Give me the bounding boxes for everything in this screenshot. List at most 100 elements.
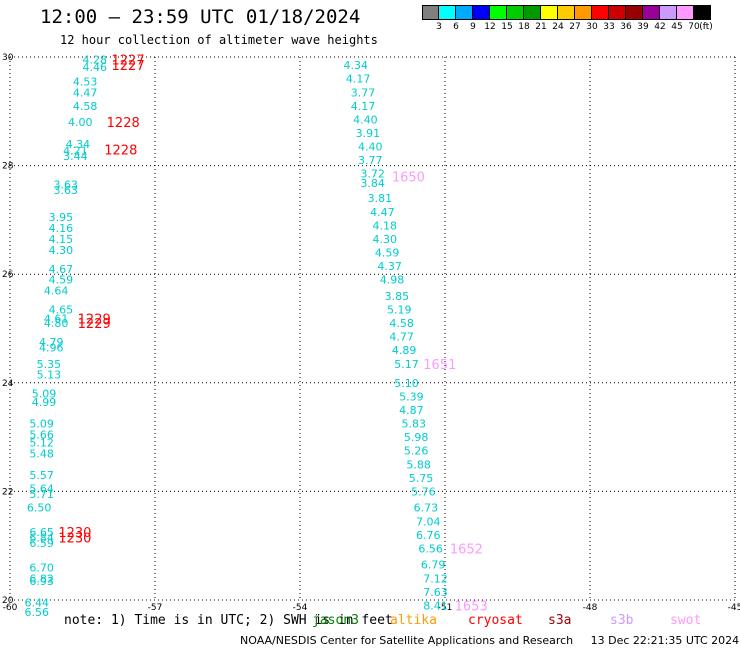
color-scale-label: (ft) [699, 22, 713, 32]
pass-time-label: 1229 [78, 317, 111, 332]
wave-height-value: 6.56 [25, 606, 50, 619]
x-tick-label: -51 [438, 603, 453, 613]
wave-height-value: 6.65 [29, 526, 54, 539]
chart-subtitle: 12 hour collection of altimeter wave hei… [60, 33, 378, 47]
wave-height-value: 3.91 [356, 127, 381, 140]
footer-note: note: 1) Time is in UTC; 2) SWH is in fe… [64, 613, 393, 628]
satellite-legend-item: s3b [610, 613, 634, 628]
wave-height-value: 6.82 [29, 572, 54, 585]
wave-height-value: 3.95 [49, 211, 74, 224]
wave-height-value: 5.09 [32, 388, 57, 401]
color-scale-label: 24 [552, 22, 564, 32]
wave-height-value: 5.76 [411, 485, 436, 498]
wave-height-value: 8.41 [423, 599, 448, 612]
wave-height-value: 7.04 [416, 515, 441, 528]
wave-height-value: 4.16 [49, 222, 74, 235]
generated-timestamp: 13 Dec 22:21:35 UTC 2024 [590, 634, 740, 647]
color-swatch [524, 5, 541, 20]
wave-height-value: 4.67 [49, 263, 74, 276]
wave-height-value: 4.21 [63, 144, 88, 157]
color-scale-label: 33 [603, 22, 615, 32]
y-tick-label: 26 [2, 270, 14, 280]
wave-height-value: 3.72 [360, 168, 385, 181]
color-swatch [422, 5, 439, 20]
wave-height-value: 4.65 [49, 303, 74, 316]
wave-height-value: 5.26 [404, 445, 429, 458]
wave-height-value: 5.75 [409, 472, 434, 485]
color-swatch [660, 5, 677, 20]
satellite-legend-item: jason3 [312, 613, 359, 628]
wave-height-value: 4.34 [344, 59, 369, 72]
wave-height-value: 4.30 [373, 233, 398, 246]
color-scale-label: 9 [470, 22, 476, 32]
color-swatch [439, 5, 456, 20]
color-swatch [609, 5, 626, 20]
color-swatch [575, 5, 592, 20]
color-swatch [626, 5, 643, 20]
x-tick-label: -45 [728, 603, 740, 613]
wave-height-value: 4.64 [44, 284, 68, 297]
pass-time-label: 1653 [455, 599, 488, 614]
wave-height-value: 5.88 [406, 458, 431, 471]
wave-height-value: 4.17 [346, 73, 371, 86]
wave-height-value: 5.66 [29, 428, 54, 441]
color-scale-label: 36 [620, 22, 632, 32]
pass-time-label: 1227 [112, 54, 145, 69]
wave-height-value: 5.98 [404, 431, 429, 444]
pass-time-label: 1650 [392, 170, 425, 185]
wave-height-value: 4.98 [380, 274, 405, 287]
wave-height-value: 5.57 [29, 469, 54, 482]
wave-height-value: 5.09 [29, 418, 54, 431]
wave-height-value: 4.40 [353, 113, 378, 126]
wave-height-value: 6.56 [418, 542, 443, 555]
wave-height-value: 4.99 [32, 396, 57, 409]
wave-height-value: 4.79 [39, 336, 64, 349]
wave-height-value: 4.96 [39, 342, 64, 355]
wave-height-value: 4.18 [373, 219, 398, 232]
wave-height-value: 4.40 [358, 141, 383, 154]
color-swatch [643, 5, 660, 20]
x-tick-label: -48 [583, 603, 598, 613]
y-tick-label: 22 [2, 487, 13, 497]
credit-line: NOAA/NESDIS Center for Satellite Applica… [240, 634, 740, 647]
x-tick-label: -54 [293, 603, 308, 613]
color-scale-label: 18 [518, 22, 530, 32]
wave-height-value: 6.50 [27, 502, 51, 515]
wave-height-value: 3.63 [54, 179, 79, 192]
pass-time-label: 1230 [58, 526, 91, 541]
wave-height-value: 4.30 [49, 244, 74, 257]
wave-height-value: 5.17 [394, 358, 419, 371]
color-scale-label: 12 [484, 22, 496, 32]
wave-height-value: 4.87 [399, 404, 424, 417]
wave-height-value: 4.80 [44, 317, 68, 330]
wave-height-value: 4.59 [375, 246, 400, 259]
wave-height-value: 6.59 [29, 537, 54, 550]
wave-height-value: 5.83 [402, 418, 427, 431]
wave-height-value: 5.13 [37, 369, 62, 382]
wave-height-value: 5.35 [37, 358, 62, 371]
color-scale-label: 27 [569, 22, 581, 32]
pass-time-label: 1229 [78, 313, 111, 328]
wave-height-value: 3.44 [63, 150, 88, 163]
color-swatch [592, 5, 609, 20]
color-swatch [507, 5, 524, 20]
satellite-legend-item: s3a [548, 613, 572, 628]
wave-height-value: 5.10 [394, 377, 419, 390]
color-scale-label: 70 [688, 22, 700, 32]
wave-height-value: 3.77 [351, 86, 376, 99]
x-tick-label: -60 [3, 603, 18, 613]
pass-time-label: 1228 [107, 116, 140, 131]
color-swatch [677, 5, 694, 20]
y-tick-label: 28 [2, 162, 14, 172]
color-swatch [694, 5, 711, 20]
wave-height-value: 4.17 [351, 100, 376, 113]
color-swatch [456, 5, 473, 20]
color-scale-label: 15 [501, 22, 513, 32]
wave-height-value: 3.84 [360, 177, 385, 190]
wave-height-value: 5.39 [399, 390, 424, 403]
wave-height-value: 4.47 [73, 86, 98, 99]
color-scale-label: 30 [586, 22, 598, 32]
wave-height-value: 4.53 [73, 75, 98, 88]
pass-time-label: 1227 [112, 59, 145, 74]
wave-height-value: 3.81 [368, 192, 393, 205]
